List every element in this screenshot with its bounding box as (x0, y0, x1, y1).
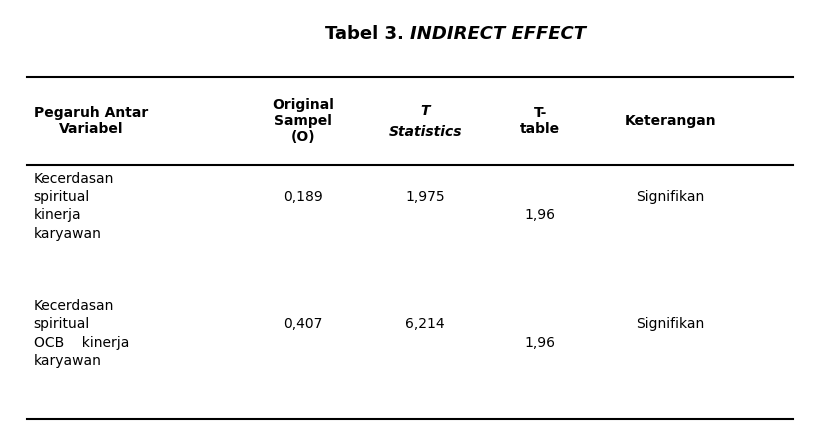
Text: 1,975: 1,975 (405, 190, 445, 204)
Text: 0,407: 0,407 (283, 317, 322, 331)
Text: 0,189: 0,189 (283, 190, 323, 204)
Text: Kecerdasan: Kecerdasan (34, 299, 114, 313)
Text: OCB    kinerja: OCB kinerja (34, 336, 129, 349)
Text: Signifikan: Signifikan (636, 190, 704, 204)
Text: INDIRECT EFFECT: INDIRECT EFFECT (410, 25, 586, 43)
Text: Statistics: Statistics (388, 125, 461, 139)
Text: T: T (420, 103, 429, 118)
Text: spiritual: spiritual (34, 190, 90, 204)
Text: kinerja: kinerja (34, 208, 81, 222)
Text: Kecerdasan: Kecerdasan (34, 171, 114, 186)
Text: Original
Sampel
(O): Original Sampel (O) (272, 98, 333, 144)
Text: karyawan: karyawan (34, 354, 102, 368)
Text: 1,96: 1,96 (524, 336, 555, 349)
Text: karyawan: karyawan (34, 227, 102, 241)
Text: T-
table: T- table (519, 106, 559, 136)
Text: 6,214: 6,214 (405, 317, 445, 331)
Text: 1,96: 1,96 (524, 208, 555, 222)
Text: Keterangan: Keterangan (624, 114, 715, 128)
Text: Pegaruh Antar
Variabel: Pegaruh Antar Variabel (34, 106, 147, 136)
Text: Tabel 3.: Tabel 3. (324, 25, 410, 43)
Text: Signifikan: Signifikan (636, 317, 704, 331)
Text: spiritual: spiritual (34, 317, 90, 331)
